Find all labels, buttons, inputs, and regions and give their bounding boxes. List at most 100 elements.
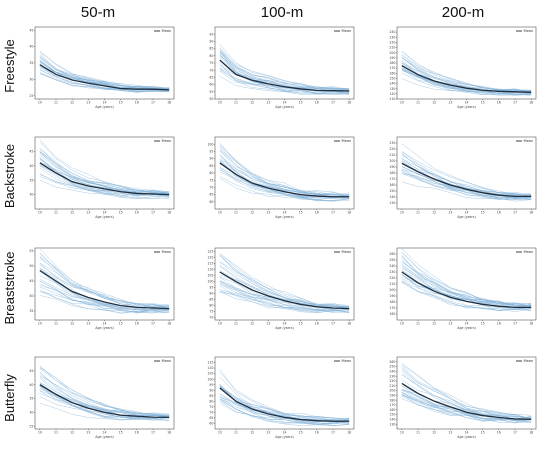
individual-series-line — [219, 169, 350, 199]
x-tick-label: 13 — [86, 431, 90, 435]
y-tick-label: 50 — [29, 264, 33, 268]
y-tick-label: 40 — [29, 45, 33, 49]
x-axis-label: Age (years) — [95, 105, 113, 109]
x-tick-label: 17 — [151, 431, 155, 435]
x-tick-label: 15 — [481, 431, 485, 435]
y-tick-label: 170 — [389, 306, 395, 310]
mean-series-line — [39, 269, 170, 310]
y-tick-label: 45 — [29, 279, 33, 283]
y-tick-label: 65 — [209, 76, 213, 80]
x-axis-label: Age (years) — [275, 105, 293, 109]
individual-series-line — [219, 63, 350, 95]
individual-series-line — [39, 165, 170, 194]
x-tick-label: 12 — [70, 431, 74, 435]
x-tick-label: 10 — [38, 431, 42, 435]
y-tick-label: 150 — [389, 189, 395, 193]
y-tick-label: 40 — [29, 383, 33, 387]
x-tick-label: 17 — [151, 211, 155, 215]
individual-series-line — [219, 283, 350, 307]
mean-series-line — [219, 271, 350, 310]
x-tick-label: 18 — [529, 322, 533, 326]
y-tick-label: 80 — [209, 171, 213, 175]
individual-series-line — [39, 267, 170, 307]
row-header: Breaststroke — [2, 252, 17, 325]
x-tick-label: 12 — [432, 101, 436, 105]
y-tick-label: 240 — [389, 30, 395, 34]
legend-label: Mean — [342, 29, 352, 33]
x-tick-label: 16 — [135, 101, 139, 105]
y-tick-label: 45 — [29, 28, 33, 32]
x-tick-label: 12 — [432, 322, 436, 326]
x-tick-label: 16 — [315, 322, 319, 326]
chart-panel: 130 140 150 160 170 180 190 200 210 220 230 10 11 12 1… — [389, 136, 537, 219]
chart-panel: 1301401501601701801902002102202302402502… — [389, 356, 537, 439]
x-tick-label: 13 — [448, 322, 452, 326]
y-tick-label: 45 — [29, 369, 33, 373]
y-tick-label: 220 — [389, 379, 395, 383]
individual-series-line — [39, 66, 170, 90]
y-tick-label: 115 — [207, 361, 213, 365]
x-tick-label: 14 — [102, 431, 106, 435]
individual-series-line — [39, 152, 170, 194]
x-tick-label: 11 — [416, 322, 420, 326]
y-tick-label: 115 — [207, 262, 213, 266]
y-tick-label: 200 — [389, 288, 395, 292]
y-tick-label: 200 — [389, 389, 395, 393]
individual-series-line — [401, 385, 532, 423]
y-tick-label: 130 — [389, 201, 395, 205]
x-tick-label: 11 — [416, 101, 420, 105]
y-tick-label: 80 — [209, 54, 213, 58]
x-tick-label: 13 — [86, 101, 90, 105]
y-tick-label: 160 — [389, 71, 395, 75]
chart-panel: 35 40 45 50 55 10 11 12 13 14 15 16 17 18 Age (years) M… — [29, 247, 175, 330]
y-tick-label: 180 — [389, 61, 395, 65]
y-tick-label: 130 — [389, 422, 395, 426]
individual-series-line — [219, 371, 350, 419]
x-tick-label: 13 — [86, 211, 90, 215]
y-tick-label: 190 — [389, 294, 395, 298]
row-header: Butterfly — [2, 374, 17, 422]
y-tick-label: 30 — [29, 77, 33, 81]
y-tick-label: 220 — [389, 147, 395, 151]
y-tick-label: 95 — [209, 286, 213, 290]
y-tick-label: 95 — [209, 32, 213, 36]
individual-series-line — [39, 174, 170, 198]
y-tick-label: 70 — [209, 316, 213, 320]
y-tick-label: 150 — [389, 413, 395, 417]
x-tick-label: 16 — [497, 211, 501, 215]
individual-series-line — [401, 155, 532, 199]
y-tick-label: 80 — [209, 304, 213, 308]
legend-label: Mean — [524, 250, 534, 254]
x-tick-label: 17 — [331, 101, 335, 105]
x-tick-label: 18 — [529, 431, 533, 435]
x-tick-label: 12 — [250, 211, 254, 215]
y-tick-label: 35 — [29, 178, 33, 182]
x-tick-label: 18 — [167, 211, 171, 215]
x-tick-label: 18 — [529, 101, 533, 105]
x-tick-label: 10 — [400, 101, 404, 105]
individual-series-line — [39, 73, 170, 92]
x-tick-label: 11 — [54, 431, 58, 435]
y-tick-label: 190 — [389, 165, 395, 169]
mean-series-line — [39, 64, 170, 91]
individual-series-line — [39, 248, 170, 306]
individual-series-line — [39, 371, 170, 418]
individual-series-line — [219, 54, 350, 95]
x-tick-label: 11 — [234, 101, 238, 105]
x-tick-label: 16 — [315, 211, 319, 215]
plot-frame — [214, 136, 355, 210]
y-tick-label: 90 — [209, 40, 213, 44]
legend-label: Mean — [162, 139, 172, 143]
mean-series-line — [39, 384, 170, 419]
plot-frame — [396, 356, 537, 430]
x-tick-label: 14 — [102, 211, 106, 215]
individual-series-line — [401, 67, 532, 94]
y-tick-label: 210 — [389, 46, 395, 50]
x-tick-label: 16 — [315, 431, 319, 435]
individual-series-line — [401, 70, 532, 92]
x-tick-label: 11 — [234, 211, 238, 215]
y-tick-label: 100 — [207, 377, 213, 381]
y-tick-label: 260 — [389, 252, 395, 256]
